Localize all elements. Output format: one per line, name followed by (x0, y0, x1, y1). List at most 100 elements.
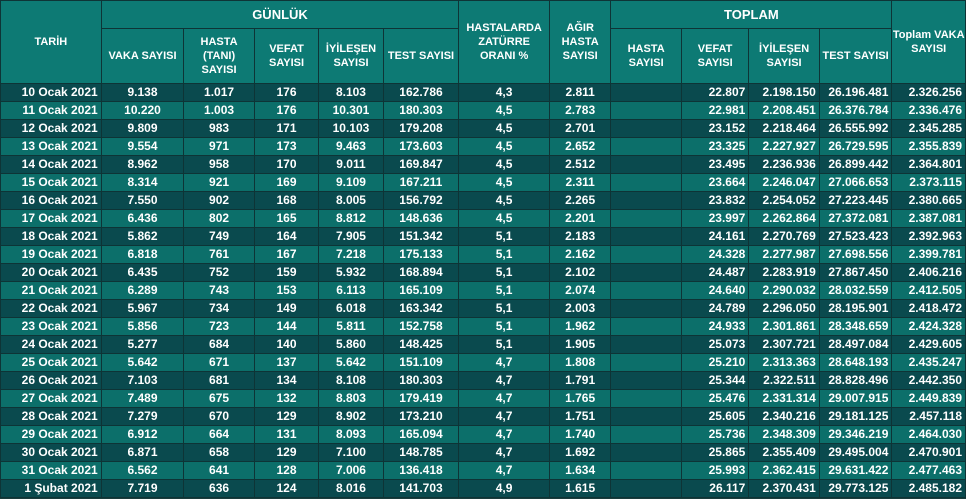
cell-agir-hasta: 2.811 (548, 83, 612, 102)
cell-date: 30 Ocak 2021 (0, 443, 102, 462)
cell-toplam-iyilesen: 2.348.309 (748, 425, 820, 444)
cell-toplam-vefat: 25.993 (680, 461, 750, 480)
cell-agir-hasta: 2.003 (548, 299, 612, 318)
cell-toplam-hasta (610, 101, 682, 120)
cell-test: 167.211 (382, 173, 460, 192)
col-header-test[interactable]: TEST SAYISI (382, 28, 460, 84)
cell-vaka: 8.314 (100, 173, 185, 192)
cell-zature: 4,7 (458, 353, 550, 372)
col-header-zature[interactable]: HASTALARDA ZATÜRRE ORANI % (458, 0, 550, 84)
cell-toplam-hasta (610, 479, 682, 498)
cell-test: 136.418 (382, 461, 460, 480)
cell-toplam-vaka: 2.470.901 (891, 443, 966, 462)
cell-toplam-iyilesen: 2.218.464 (748, 119, 820, 138)
cell-vaka: 6.871 (100, 443, 185, 462)
cell-test: 179.419 (382, 389, 460, 408)
cell-date: 15 Ocak 2021 (0, 173, 102, 192)
cell-toplam-hasta (610, 407, 682, 426)
cell-iyilesen: 7.905 (318, 227, 384, 246)
cell-iyilesen: 8.016 (318, 479, 384, 498)
cell-toplam-test: 27.523.423 (818, 227, 893, 246)
table-row: 13 Ocak 2021 9.554 971 173 9.463 173.603 4,5 2.… (0, 137, 966, 156)
cell-zature: 4,5 (458, 191, 550, 210)
cell-toplam-vaka: 2.399.781 (891, 245, 966, 264)
col-header-vaka-sayisi[interactable]: VAKA SAYISI (100, 28, 185, 84)
cell-toplam-test: 27.066.653 (818, 173, 893, 192)
col-header-toplam-vaka[interactable]: Toplam VAKA SAYISI (891, 0, 966, 84)
col-header-agir-hasta[interactable]: AĞIR HASTA SAYISI (548, 0, 612, 84)
col-header-tarih[interactable]: TARİH (0, 0, 102, 84)
table-row: 18 Ocak 2021 5.862 749 164 7.905 151.342 5,1 2.… (0, 227, 966, 246)
col-header-toplam-hasta[interactable]: HASTA SAYISI (610, 28, 682, 84)
group-header-gunluk: GÜNLÜK (100, 0, 460, 29)
cell-toplam-vefat: 25.865 (680, 443, 750, 462)
cell-iyilesen: 8.093 (318, 425, 384, 444)
cell-vaka: 5.967 (100, 299, 185, 318)
cell-agir-hasta: 1.751 (548, 407, 612, 426)
cell-hasta-tani: 723 (183, 317, 255, 336)
table-row: 16 Ocak 2021 7.550 902 168 8.005 156.792 4,5 2.… (0, 191, 966, 210)
cell-hasta-tani: 752 (183, 263, 255, 282)
cell-agir-hasta: 2.783 (548, 101, 612, 120)
col-header-toplam-test[interactable]: TEST SAYISI (818, 28, 893, 84)
cell-toplam-iyilesen: 2.227.927 (748, 137, 820, 156)
table-row: 14 Ocak 2021 8.962 958 170 9.011 169.847 4,5 2.… (0, 155, 966, 174)
cell-toplam-vefat: 24.487 (680, 263, 750, 282)
cell-date: 28 Ocak 2021 (0, 407, 102, 426)
cell-toplam-test: 29.181.125 (818, 407, 893, 426)
cell-vefat: 137 (253, 353, 320, 372)
cell-toplam-vaka: 2.387.081 (891, 209, 966, 228)
cell-agir-hasta: 1.692 (548, 443, 612, 462)
cell-zature: 4,7 (458, 389, 550, 408)
col-header-iyilesen[interactable]: İYİLEŞEN SAYISI (318, 28, 384, 84)
cell-toplam-vaka: 2.345.285 (891, 119, 966, 138)
cell-toplam-hasta (610, 353, 682, 372)
cell-iyilesen: 5.932 (318, 263, 384, 282)
cell-toplam-vaka: 2.326.256 (891, 83, 966, 102)
col-header-hasta-tani[interactable]: HASTA (TANI) SAYISI (183, 28, 255, 84)
col-header-vefat[interactable]: VEFAT SAYISI (253, 28, 320, 84)
cell-iyilesen: 10.103 (318, 119, 384, 138)
cell-iyilesen: 8.902 (318, 407, 384, 426)
cell-zature: 4,7 (458, 461, 550, 480)
cell-vefat: 144 (253, 317, 320, 336)
cell-toplam-hasta (610, 137, 682, 156)
col-header-toplam-vefat[interactable]: VEFAT SAYISI (680, 28, 750, 84)
cell-agir-hasta: 2.162 (548, 245, 612, 264)
cell-agir-hasta: 1.808 (548, 353, 612, 372)
cell-iyilesen: 10.301 (318, 101, 384, 120)
table-row: 27 Ocak 2021 7.489 675 132 8.803 179.419 4,7 1.… (0, 389, 966, 408)
cell-toplam-vaka: 2.373.115 (891, 173, 966, 192)
cell-date: 31 Ocak 2021 (0, 461, 102, 480)
cell-iyilesen: 9.011 (318, 155, 384, 174)
cell-hasta-tani: 684 (183, 335, 255, 354)
cell-toplam-vaka: 2.477.463 (891, 461, 966, 480)
cell-zature: 5,1 (458, 263, 550, 282)
cell-toplam-iyilesen: 2.262.864 (748, 209, 820, 228)
cell-agir-hasta: 2.102 (548, 263, 612, 282)
cell-toplam-test: 27.867.450 (818, 263, 893, 282)
cell-agir-hasta: 2.074 (548, 281, 612, 300)
cell-agir-hasta: 1.765 (548, 389, 612, 408)
cell-toplam-iyilesen: 2.355.409 (748, 443, 820, 462)
cell-date: 20 Ocak 2021 (0, 263, 102, 282)
cell-vefat: 164 (253, 227, 320, 246)
cell-date: 29 Ocak 2021 (0, 425, 102, 444)
cell-date: 11 Ocak 2021 (0, 101, 102, 120)
cell-toplam-vefat: 25.605 (680, 407, 750, 426)
cell-iyilesen: 7.006 (318, 461, 384, 480)
cell-vaka: 5.642 (100, 353, 185, 372)
cell-vefat: 165 (253, 209, 320, 228)
cell-hasta-tani: 636 (183, 479, 255, 498)
cell-hasta-tani: 971 (183, 137, 255, 156)
table-row: 28 Ocak 2021 7.279 670 129 8.902 173.210 4,7 1.… (0, 407, 966, 426)
cell-vaka: 10.220 (100, 101, 185, 120)
cell-date: 12 Ocak 2021 (0, 119, 102, 138)
cell-vaka: 7.719 (100, 479, 185, 498)
cell-hasta-tani: 734 (183, 299, 255, 318)
cell-vaka: 7.550 (100, 191, 185, 210)
cell-toplam-test: 26.899.442 (818, 155, 893, 174)
col-header-toplam-iyilesen[interactable]: İYİLEŞEN SAYISI (748, 28, 820, 84)
table-row: 30 Ocak 2021 6.871 658 129 7.100 148.785 4,7 1.… (0, 443, 966, 462)
